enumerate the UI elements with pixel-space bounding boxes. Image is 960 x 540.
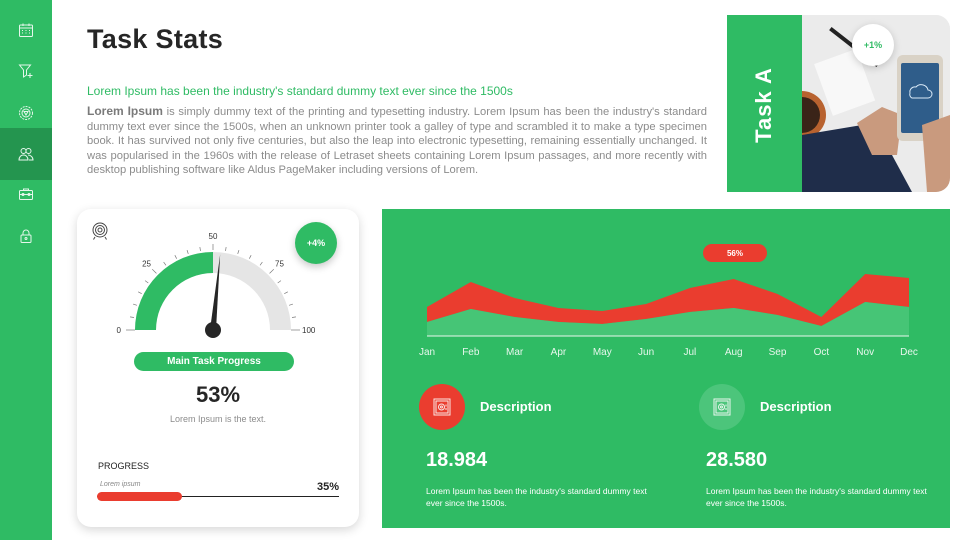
main-task-progress-pill: Main Task Progress	[134, 352, 294, 371]
gauge-tick	[144, 280, 149, 284]
gauge-needle-hub	[205, 322, 221, 338]
description-text-1: Lorem Ipsum has been the industry's stan…	[426, 486, 647, 508]
target-icon	[92, 222, 108, 240]
stats-panel: Jan Feb Mar Apr May Jun Jul Aug Sep Oct Nov Dec 56%…	[382, 209, 950, 528]
chart-annotation-badge: 56%	[703, 244, 767, 262]
area-series-series-1	[427, 302, 909, 336]
task-label-panel: Task A	[727, 15, 802, 192]
gauge-tick	[174, 254, 177, 259]
gauge-tick	[163, 261, 167, 266]
progress-sublabel: Lorem ipsum	[100, 481, 141, 488]
gauge-tick	[186, 250, 189, 255]
x-tick-label: Nov	[856, 347, 874, 358]
x-tick-label: Jan	[419, 347, 435, 358]
gauge-tick	[249, 254, 252, 259]
badge-settings-icon	[19, 106, 33, 120]
x-tick-label: Aug	[725, 347, 743, 358]
gauge-tick-label: 75	[275, 260, 284, 269]
gauge-tick	[291, 316, 297, 318]
task-label: Task A	[751, 67, 776, 143]
task-card: Task A	[727, 15, 950, 192]
description-icon-circle-2	[699, 384, 745, 430]
gauge-tick	[259, 261, 263, 266]
gauge-tick-label: 100	[302, 326, 316, 335]
sidebar-item-filter[interactable]	[0, 45, 52, 97]
gauge-tick	[199, 246, 201, 252]
gauge-tick	[269, 268, 275, 274]
x-tick-label: Oct	[814, 347, 830, 358]
page-title: Task Stats	[87, 24, 224, 54]
intro-lead: Lorem Ipsum	[87, 104, 163, 118]
area-chart: Jan Feb Mar Apr May Jun Jul Aug Sep Oct Nov Dec	[419, 273, 918, 358]
task-change-badge: +1%	[852, 24, 894, 66]
x-tick-label: May	[593, 347, 612, 358]
description-icon-circle-1	[419, 384, 465, 430]
filter-add-icon	[18, 64, 33, 78]
sidebar-item-badge[interactable]	[0, 87, 52, 139]
gauge-tick	[129, 316, 135, 318]
gauge-tick	[237, 250, 240, 255]
description-title-1: Description	[480, 399, 552, 414]
intro-paragraph: Lorem Ipsum is simply dummy text of the …	[87, 104, 707, 178]
lock-icon	[20, 229, 32, 243]
page-subtitle: Lorem Ipsum has been the industry's stan…	[87, 84, 513, 98]
sidebar-item-calendar[interactable]	[0, 4, 52, 56]
description-text-2: Lorem Ipsum has been the industry's stan…	[706, 486, 927, 508]
gauge-tick-label: 0	[117, 326, 122, 335]
sidebar-item-briefcase[interactable]	[0, 168, 52, 220]
gauge-fill	[135, 252, 213, 330]
gauge-tick	[133, 303, 138, 306]
progress-title: PROGRESS	[98, 461, 150, 471]
sidebar-item-lock[interactable]	[0, 210, 52, 262]
gauge-chart: 0 25 50 75 100	[117, 232, 316, 338]
description-value-1: 18.984	[426, 449, 488, 471]
gauge-note: Lorem Ipsum is the text.	[169, 414, 267, 424]
gauge-needle	[210, 254, 221, 331]
gauge-tick	[137, 291, 142, 294]
gauge-tick-label: 50	[209, 232, 218, 241]
gauge-change-badge: +4%	[295, 222, 337, 264]
users-icon	[18, 148, 34, 161]
progress-value: 35%	[316, 481, 339, 493]
safe-icon	[713, 398, 731, 416]
description-title-2: Description	[760, 399, 832, 414]
sidebar	[0, 0, 52, 540]
briefcase-icon	[19, 188, 33, 200]
x-tick-label: Feb	[462, 347, 480, 358]
x-tick-label: Sep	[769, 347, 787, 358]
gauge-tick-label: 25	[142, 260, 151, 269]
progress-fill	[97, 492, 182, 501]
area-series-series-2	[427, 274, 909, 326]
gauge-tick	[151, 268, 157, 274]
gauge-tick	[225, 246, 227, 252]
intro-text: is simply dummy text of the printing and…	[87, 106, 707, 177]
description-value-2: 28.580	[706, 449, 768, 471]
x-tick-label: Jun	[638, 347, 654, 358]
x-tick-label: Mar	[506, 347, 524, 358]
gauge-tick	[284, 291, 289, 294]
gauge-tick	[277, 280, 282, 284]
calendar-icon	[19, 23, 33, 37]
x-tick-label: Jul	[684, 347, 697, 358]
gauge-card: +4% 0 25 50 75 100 Main Task Progress 53% Lo…	[77, 209, 359, 527]
x-tick-label: Dec	[900, 347, 918, 358]
x-tick-label: Apr	[551, 347, 567, 358]
progress-track	[97, 496, 339, 497]
gauge-percent: 53%	[195, 382, 241, 407]
gauge-tick	[288, 303, 293, 306]
sidebar-item-users[interactable]	[0, 128, 52, 180]
safe-icon	[433, 398, 451, 416]
